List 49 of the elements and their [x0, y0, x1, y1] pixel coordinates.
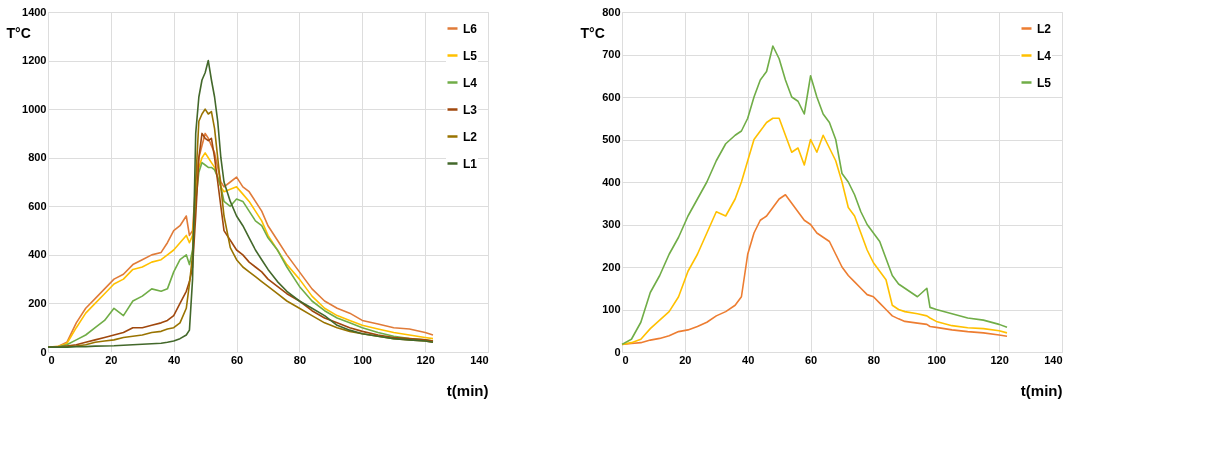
legend-label: L2	[1037, 21, 1052, 36]
x-tick-label: 40	[168, 353, 181, 366]
x-tick-label: 120	[416, 353, 435, 366]
x-tick-label: 20	[679, 353, 692, 366]
legend-label: L3	[463, 102, 478, 117]
y-tick-label: 800	[28, 151, 47, 164]
y-tick-label: 100	[602, 303, 621, 315]
x-tick-label: 80	[293, 353, 307, 366]
x-tick-label: 140	[1044, 353, 1063, 366]
line-series	[47, 59, 434, 348]
y-tick-label: 400	[28, 248, 47, 261]
y-tick-label: 200	[28, 296, 47, 309]
y-tick-label: 600	[602, 90, 621, 103]
x-axis-title: t(min)	[1020, 381, 1063, 399]
y-tick-label: 1400	[22, 5, 47, 18]
y-tick-label: 500	[602, 133, 621, 145]
x-axis-title: t(min)	[446, 381, 489, 399]
y-tick-label: 400	[602, 175, 621, 188]
x-tick-label: 100	[927, 353, 946, 366]
x-tick-label: 60	[804, 353, 818, 366]
x-tick-label: 60	[230, 353, 244, 366]
y-tick-label: 600	[28, 199, 47, 212]
y-tick-label: 700	[602, 48, 621, 60]
legend-label: L1	[463, 156, 478, 171]
legend-label: L4	[1037, 48, 1052, 63]
y-tick-label: 800	[602, 5, 621, 18]
y-axis-title: T°C	[580, 24, 605, 41]
y-tick-label: 1000	[22, 102, 47, 115]
x-tick-label: 0	[622, 353, 629, 366]
x-tick-label: 0	[48, 353, 55, 366]
x-tick-label: 120	[990, 353, 1009, 366]
y-tick-label: 1200	[22, 54, 47, 67]
x-tick-label: 100	[353, 353, 372, 366]
legend-label: L5	[463, 48, 478, 63]
line-series	[621, 45, 1008, 346]
legend-label: L6	[463, 21, 478, 36]
x-tick-label: 40	[742, 353, 755, 366]
y-tick-label: 300	[602, 218, 621, 230]
line-series	[621, 117, 1008, 346]
y-tick-label: 0	[614, 345, 621, 358]
y-tick-label: 0	[40, 345, 47, 358]
legend-label: L4	[463, 75, 478, 90]
legend-label: L5	[1037, 75, 1052, 90]
x-tick-label: 80	[867, 353, 881, 366]
x-tick-label: 140	[470, 353, 489, 366]
x-tick-label: 20	[105, 353, 118, 366]
y-tick-label: 200	[602, 260, 621, 273]
legend-label: L2	[463, 129, 478, 144]
y-axis-title: T°C	[6, 24, 31, 41]
